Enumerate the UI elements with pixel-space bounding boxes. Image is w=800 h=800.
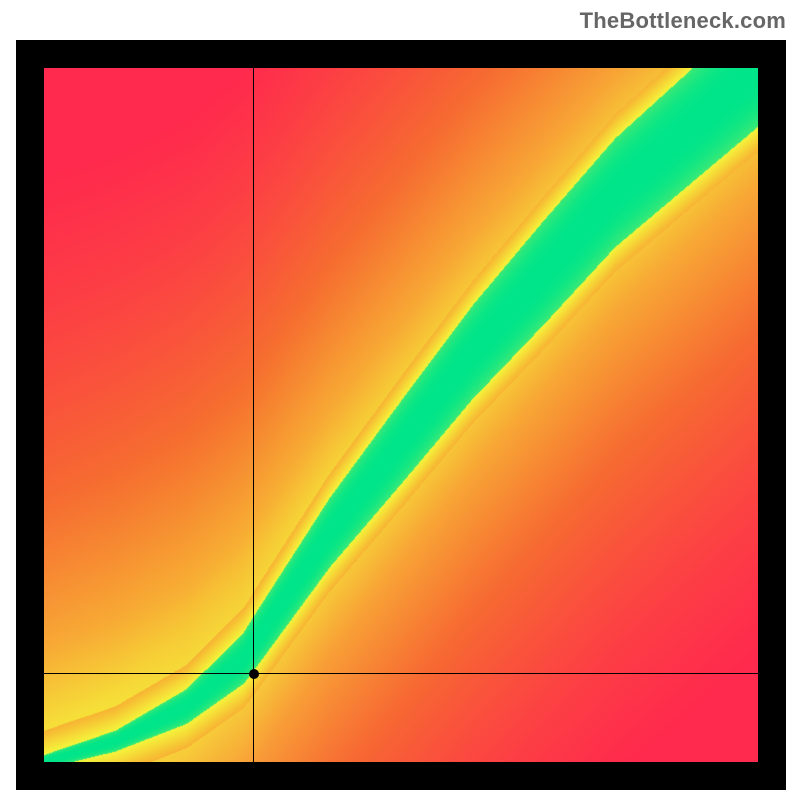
plot-container: TheBottleneck.com xyxy=(0,0,800,800)
crosshair-marker-dot xyxy=(249,669,259,679)
plot-frame xyxy=(16,40,786,790)
heatmap-canvas xyxy=(44,68,758,762)
watermark-text: TheBottleneck.com xyxy=(580,8,786,34)
crosshair-vertical-line xyxy=(253,68,254,762)
crosshair-horizontal-line xyxy=(44,673,758,674)
